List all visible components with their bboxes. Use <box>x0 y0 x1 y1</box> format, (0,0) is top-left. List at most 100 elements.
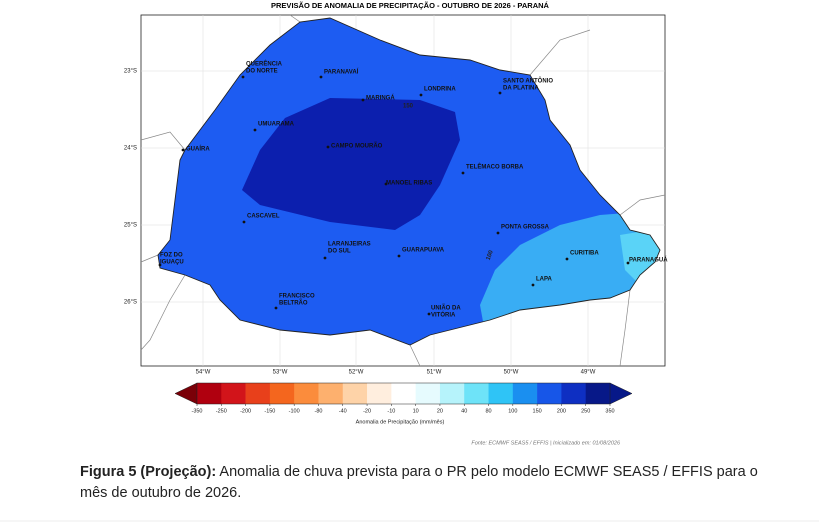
lat-label: 26°S <box>124 300 137 306</box>
colorbar-tick-label: -100 <box>289 408 300 414</box>
lon-label: 53°W <box>273 370 288 376</box>
colorbar-tick-label: -200 <box>240 408 251 414</box>
city-label: GUAÍRA <box>186 145 210 153</box>
lon-label: 54°W <box>196 370 211 376</box>
colorbar-tick-label: -350 <box>191 408 202 414</box>
city-dot <box>498 91 502 95</box>
colorbar-extend <box>174 382 198 405</box>
city-label: LARANJEIRAS <box>328 242 371 248</box>
colorbar-segment <box>269 383 295 404</box>
city-label: PARANAVAÍ <box>324 68 359 76</box>
city-dot <box>181 148 185 152</box>
lat-label: 23°S <box>124 69 137 75</box>
city-dot <box>242 220 246 224</box>
city-label: PONTA GROSSA <box>501 225 550 231</box>
lon-label: 51°W <box>427 370 442 376</box>
colorbar-segment <box>537 383 562 404</box>
colorbar-label: Anomalia de Precipitação (mm/mês) <box>356 419 445 425</box>
neighbor-borders <box>140 14 666 367</box>
colorbar-segment <box>367 383 392 404</box>
colorbar-segment <box>221 383 246 404</box>
city-dot <box>361 98 365 102</box>
city-label: PARANAGUÁ <box>629 257 668 264</box>
colorbar-frame <box>196 382 611 405</box>
city-label: CASCAVEL <box>247 214 280 220</box>
city-dot <box>461 171 465 175</box>
colorbar-segment <box>391 383 416 404</box>
city-label: QUERÊNCIA <box>246 60 283 68</box>
city-dot <box>397 254 401 258</box>
source: Fonte: ECMWF SEAS5 / EFFIS | Inicializad… <box>471 440 621 446</box>
lon-label: 50°W <box>504 370 519 376</box>
city-dot <box>565 257 569 261</box>
colorbar-segment <box>415 383 441 404</box>
colorbar-tick-label: 200 <box>557 408 566 414</box>
caption-lead: Figura 5 (Projeção): <box>80 464 217 480</box>
colorbar-segment <box>561 383 587 404</box>
colorbar-segment <box>294 383 319 404</box>
city-label: LAPA <box>536 277 553 283</box>
city-dot <box>384 182 388 186</box>
colorbar-tick-label: 80 <box>485 408 491 414</box>
city-label: FRANCISCO <box>279 294 315 300</box>
lon-label: 49°W <box>581 370 596 376</box>
colorbar-tick-label: -40 <box>339 408 347 414</box>
city-label: UMUARAMA <box>258 122 295 128</box>
city-dot <box>241 75 245 79</box>
lat-label: 25°S <box>124 223 137 229</box>
colorbar-segment <box>464 383 489 404</box>
colorbar-segment <box>488 383 514 404</box>
city-label: VITÓRIA <box>431 311 456 319</box>
city-label: UNIÃO DA <box>431 305 461 312</box>
colorbar-tick-label: 350 <box>605 408 614 414</box>
city-label: LONDRINA <box>424 87 456 93</box>
city-dot <box>323 256 327 260</box>
city-label: DO SUL <box>328 249 351 255</box>
city-dot <box>427 312 431 316</box>
colorbar-segment <box>318 383 344 404</box>
colorbar-segment <box>439 383 465 404</box>
caption: Figura 5 (Projeção): Anomalia de chuva p… <box>80 462 780 504</box>
colorbar-tick-label: 40 <box>461 408 467 414</box>
caption-text: Anomalia de chuva prevista para o PR pel… <box>80 464 758 501</box>
colorbar-segment <box>585 383 611 404</box>
colorbar-tick-label: -80 <box>314 408 322 414</box>
colorbar-tick-label: 20 <box>437 408 443 414</box>
colorbar-tick-label: 250 <box>581 408 590 414</box>
colorbar-segment <box>197 383 222 404</box>
city-label: IGUAÇU <box>160 260 184 266</box>
city-label: TELÊMACO BORBA <box>466 163 524 171</box>
colorbar-tick-label: 150 <box>533 408 542 414</box>
city-dot <box>419 93 423 97</box>
colorbar-extend <box>609 382 633 405</box>
city-label: GUARAPUAVA <box>402 248 445 254</box>
city-dot <box>531 283 535 287</box>
city-dot <box>496 231 500 235</box>
contour-label: 100 <box>486 249 495 261</box>
colorbar-segment <box>245 383 271 404</box>
city-dot <box>253 128 257 132</box>
city-label: SANTO ANTÔNIO <box>503 77 553 85</box>
contour-label: 150 <box>403 104 414 110</box>
city-label: MARINGÁ <box>366 95 395 102</box>
city-dot <box>274 306 278 310</box>
city-dot <box>319 75 323 79</box>
city-label: CURITIBA <box>570 251 599 257</box>
city-dot <box>326 145 330 149</box>
colorbar-tick-label: 10 <box>413 408 419 414</box>
map-title: PREVISÃO DE ANOMALIA DE PRECIPITAÇÃO - O… <box>271 1 550 10</box>
colorbar-segment <box>512 383 538 404</box>
city-label: MANOEL RIBAS <box>386 181 432 187</box>
colorbar-tick-label: -20 <box>363 408 371 414</box>
colorbar-tick-label: 100 <box>508 408 517 414</box>
city-label: DO NORTE <box>246 69 278 75</box>
city-label: CAMPO MOURÃO <box>331 143 383 150</box>
colorbar-tick-label: -250 <box>216 408 227 414</box>
colorbar-tick-label: -150 <box>264 408 275 414</box>
city-label: FOZ DO <box>160 253 183 259</box>
colorbar-tick-label: -10 <box>387 408 395 414</box>
city-label: BELTRÃO <box>279 300 308 307</box>
city-dot <box>158 263 162 267</box>
